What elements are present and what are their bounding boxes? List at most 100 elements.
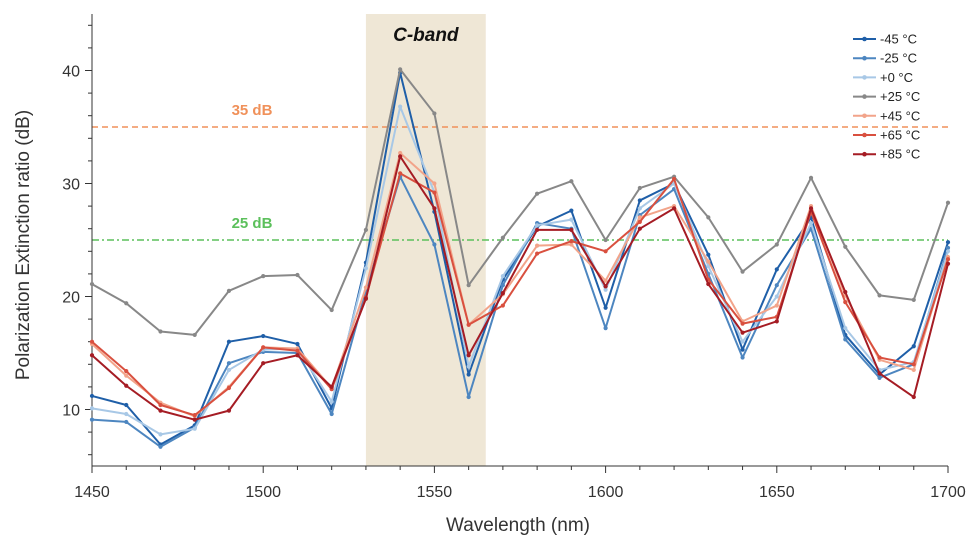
data-point <box>569 208 574 213</box>
series-6 <box>89 154 951 422</box>
data-point <box>603 237 608 243</box>
data-point <box>945 261 951 266</box>
data-point <box>329 307 334 313</box>
y-tick-label: 20 <box>62 290 80 307</box>
x-tick-label: 1650 <box>759 484 795 501</box>
data-point <box>432 190 437 195</box>
data-point <box>158 444 163 449</box>
data-point <box>329 411 334 417</box>
data-point <box>671 176 677 182</box>
data-point <box>89 339 95 344</box>
data-point <box>124 411 129 417</box>
data-point <box>877 375 882 380</box>
data-point <box>466 372 471 377</box>
data-point <box>603 284 608 289</box>
data-point <box>398 171 403 176</box>
data-point <box>603 278 608 283</box>
data-point <box>945 240 951 245</box>
legend-marker-6 <box>862 151 867 157</box>
data-point <box>158 402 163 408</box>
legend: -45 °C -25 °C +0 °C +25 °C +45 °C +65 °C +85 °… <box>853 32 920 162</box>
data-point <box>603 249 608 254</box>
data-point <box>261 361 266 366</box>
data-point <box>466 394 471 400</box>
data-point <box>706 281 711 287</box>
data-point <box>911 344 916 349</box>
data-point <box>569 217 574 222</box>
x-tick-label: 1600 <box>588 484 624 501</box>
data-point <box>466 283 471 288</box>
data-point <box>774 283 779 288</box>
data-point <box>877 293 882 298</box>
data-point <box>500 274 505 279</box>
data-point <box>398 67 403 72</box>
data-point <box>226 339 232 344</box>
data-point <box>911 362 916 367</box>
data-point <box>945 257 951 262</box>
legend-label-3: +25 °C <box>880 89 920 104</box>
data-point <box>295 341 300 347</box>
data-point <box>466 364 471 369</box>
data-point <box>295 353 300 358</box>
y-axis-title: Polarization Extinction ratio (dB) <box>13 110 34 380</box>
data-point <box>466 322 471 327</box>
data-point <box>226 408 232 413</box>
data-point <box>89 281 95 287</box>
series-4 <box>89 150 951 419</box>
data-point <box>432 181 437 186</box>
data-point <box>124 373 129 378</box>
data-point <box>603 305 608 310</box>
data-point <box>226 367 232 373</box>
data-point <box>569 239 574 244</box>
data-point <box>808 220 814 226</box>
data-point <box>774 242 779 247</box>
data-point <box>774 294 779 299</box>
data-point <box>911 394 916 400</box>
legend-label-6: +85 °C <box>880 147 920 162</box>
data-point <box>911 367 916 373</box>
data-point <box>124 402 129 408</box>
data-point <box>124 383 129 388</box>
data-point <box>261 274 266 279</box>
data-point <box>398 154 403 159</box>
data-point <box>603 287 608 292</box>
series-lines <box>89 67 951 449</box>
data-point <box>192 426 197 431</box>
data-point <box>432 242 437 247</box>
series-3 <box>89 67 951 338</box>
data-point <box>740 339 745 344</box>
data-point <box>89 406 95 411</box>
data-point <box>671 206 677 211</box>
c-band-label: C-band <box>393 25 459 46</box>
data-point <box>603 326 608 331</box>
data-point <box>706 215 711 220</box>
legend-label-0: -45 °C <box>880 32 917 47</box>
data-point <box>740 355 745 360</box>
data-point <box>329 384 334 389</box>
data-point <box>363 285 369 290</box>
x-tick-label: 1500 <box>245 484 281 501</box>
data-point <box>432 111 437 116</box>
y-tick-label: 10 <box>62 403 80 420</box>
data-point <box>158 408 163 413</box>
data-point <box>637 226 642 231</box>
data-point <box>192 413 197 418</box>
data-point <box>774 267 779 272</box>
data-point <box>432 206 437 211</box>
series-line-2 <box>91 105 949 436</box>
data-point <box>226 361 232 366</box>
data-point <box>89 353 95 358</box>
data-point <box>535 227 540 232</box>
data-point <box>158 329 163 334</box>
data-point <box>500 235 505 240</box>
data-point <box>363 227 369 232</box>
data-point <box>500 283 505 288</box>
data-point <box>124 368 129 374</box>
data-point <box>124 419 129 425</box>
x-tick-label: 1550 <box>417 484 453 501</box>
data-point <box>398 104 403 109</box>
data-point <box>740 269 745 274</box>
data-point <box>843 300 848 305</box>
data-point <box>877 371 882 376</box>
legend-label-5: +65 °C <box>880 128 920 143</box>
